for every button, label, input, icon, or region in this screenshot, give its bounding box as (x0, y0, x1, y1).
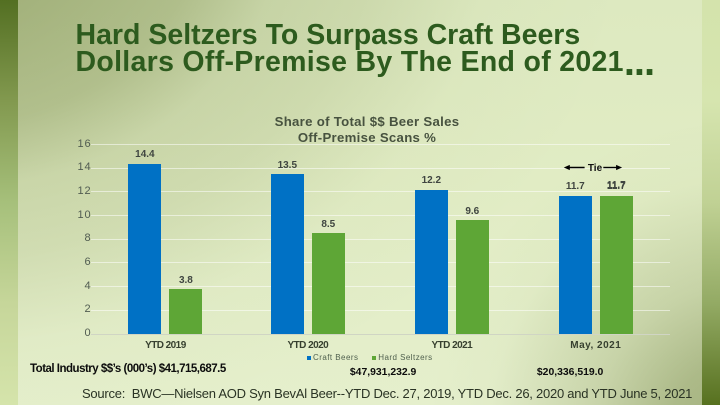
svg-text:Tie: Tie (588, 163, 603, 174)
